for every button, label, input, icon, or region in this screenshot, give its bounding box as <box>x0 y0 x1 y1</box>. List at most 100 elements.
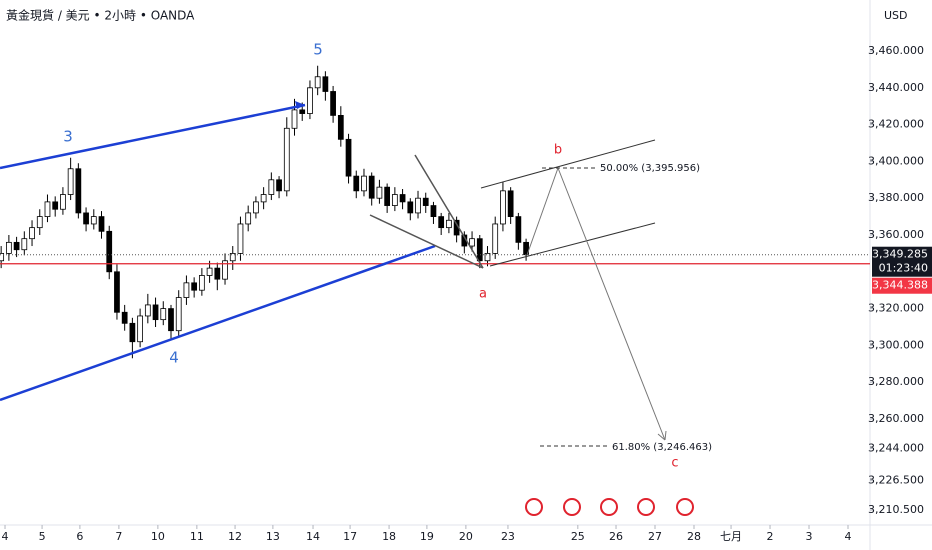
wave-label: 5 <box>313 41 323 59</box>
price-tag-label: 3,349.285 <box>872 248 928 261</box>
candle-body <box>75 168 82 214</box>
y-tick-label: 3,210.500 <box>868 503 924 516</box>
candle-body <box>376 186 383 199</box>
event-icon[interactable] <box>637 498 655 516</box>
candle-body <box>144 304 151 317</box>
x-tick-label: 27 <box>648 530 662 543</box>
x-tick-label: 10 <box>151 530 165 543</box>
candle-body <box>430 205 437 218</box>
candle-body <box>345 138 352 177</box>
candle-body <box>260 194 267 203</box>
price-tag <box>872 277 932 294</box>
x-tick-label: 18 <box>382 530 396 543</box>
candle-body <box>0 253 5 262</box>
event-icon[interactable] <box>525 498 543 516</box>
candle-body <box>29 227 35 240</box>
candle-body <box>391 194 398 206</box>
candle-body <box>322 76 329 92</box>
candle-body <box>229 253 236 262</box>
wave-label: 3 <box>63 128 73 146</box>
countdown-label: 01:23:40 <box>879 262 928 275</box>
y-tick-label: 3,280.000 <box>868 375 924 388</box>
candle-body <box>307 87 313 114</box>
candle-body <box>198 275 205 291</box>
trend-line <box>0 103 306 170</box>
event-icon[interactable] <box>676 498 694 516</box>
candle-body <box>330 91 336 116</box>
event-icon[interactable] <box>563 498 581 516</box>
y-tick-label: 3,226.500 <box>868 474 924 487</box>
x-tick-label: 13 <box>266 530 280 543</box>
wave-label: 4 <box>169 349 179 367</box>
candle-body <box>253 201 259 214</box>
candle-body <box>438 216 445 229</box>
wave-label: c <box>671 456 678 471</box>
candle-body <box>399 194 406 203</box>
candle-body <box>114 271 120 313</box>
drawings <box>0 101 667 447</box>
event-icon[interactable] <box>600 498 618 516</box>
candle-body <box>206 267 213 276</box>
candle-body <box>137 315 143 343</box>
candle-body <box>6 241 12 254</box>
channel-line <box>480 139 656 189</box>
candle-body <box>222 260 228 280</box>
candle-body <box>515 216 522 243</box>
candle-body <box>507 190 514 218</box>
y-tick-label: 3,244.000 <box>868 441 924 454</box>
arrow-head <box>657 430 667 441</box>
wedge-line <box>414 154 484 269</box>
candle-body <box>36 216 43 229</box>
wave-label: b <box>554 143 562 158</box>
candle-body <box>168 308 174 332</box>
y-tick-label: 3,460.000 <box>868 44 924 57</box>
price-tag <box>872 246 932 277</box>
y-tick-label: 3,400.000 <box>868 154 924 167</box>
y-tick-label: 3,320.000 <box>868 302 924 315</box>
y-tick-label: 3,300.000 <box>868 338 924 351</box>
candle-body <box>237 223 244 254</box>
x-tick-label: 3 <box>806 530 813 543</box>
candle-body <box>90 216 97 225</box>
candle-body <box>268 179 275 195</box>
candle-body <box>415 197 421 214</box>
x-tick-label: 4 <box>2 530 9 543</box>
candle-body <box>361 175 367 192</box>
candle-body <box>129 322 136 343</box>
candle-body <box>214 267 221 280</box>
candle-body <box>291 109 298 129</box>
candle-body <box>337 115 344 140</box>
wedge-line <box>369 214 484 269</box>
x-tick-label: 七月 <box>720 530 742 543</box>
candle-body <box>283 127 290 192</box>
candle-body <box>83 212 89 225</box>
candle-body <box>476 238 483 262</box>
candle-body <box>484 253 491 262</box>
candle-body <box>384 186 391 206</box>
x-tick-label: 20 <box>459 530 473 543</box>
candle-body <box>245 212 252 225</box>
x-tick-label: 26 <box>609 530 623 543</box>
candle-body <box>52 201 59 210</box>
candle-body <box>21 238 28 251</box>
x-tick-label: 11 <box>190 530 204 543</box>
candle-body <box>121 311 128 324</box>
candle-body <box>299 109 306 114</box>
candle-body <box>314 76 321 89</box>
candle-body <box>422 197 429 206</box>
y-tick-label: 3,440.000 <box>868 81 924 94</box>
y-tick-label: 3,260.000 <box>868 412 924 425</box>
candle-body <box>368 175 375 199</box>
candle-body <box>98 216 105 232</box>
candle-body <box>13 241 20 251</box>
fib-label: 61.80% (3,246.463) <box>612 442 712 453</box>
candle-body <box>152 304 159 321</box>
candle-body <box>276 179 282 192</box>
x-tick-label: 19 <box>420 530 434 543</box>
trend-line <box>0 244 436 402</box>
x-tick-label: 12 <box>228 530 242 543</box>
candle-body <box>44 201 51 218</box>
x-tick-label: 4 <box>844 530 851 543</box>
